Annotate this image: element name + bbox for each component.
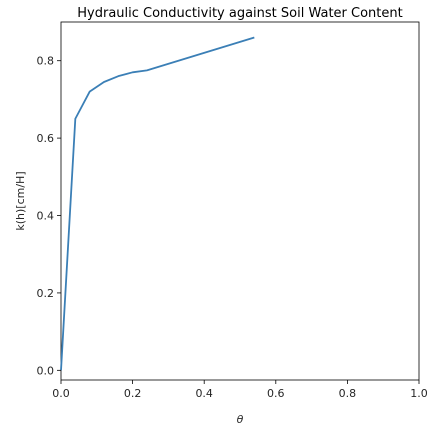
y-tick-label: 0.8 <box>37 55 55 68</box>
x-tick-label: 0.2 <box>124 387 142 400</box>
x-tick-label: 0.4 <box>195 387 213 400</box>
y-tick-label: 0.0 <box>37 364 55 377</box>
plot-area <box>60 21 420 381</box>
y-axis: 0.0 0.2 0.4 0.6 0.8 <box>37 55 61 377</box>
x-tick-label: 0.0 <box>52 387 70 400</box>
x-tick-label: 0.6 <box>267 387 285 400</box>
y-tick-label: 0.6 <box>37 132 55 145</box>
y-axis-label: k(h)[cm/H] <box>14 171 27 230</box>
x-axis-label: θ <box>237 413 244 426</box>
x-tick-label: 1.0 <box>410 387 428 400</box>
x-tick-label: 0.8 <box>339 387 357 400</box>
y-tick-label: 0.4 <box>37 210 55 223</box>
x-axis: 0.0 0.2 0.4 0.6 0.8 1.0 <box>52 380 428 400</box>
plot-frame <box>60 21 420 381</box>
y-tick-label: 0.2 <box>37 287 55 300</box>
chart-title: Hydraulic Conductivity against Soil Wate… <box>77 6 402 21</box>
series-line <box>60 36 255 371</box>
